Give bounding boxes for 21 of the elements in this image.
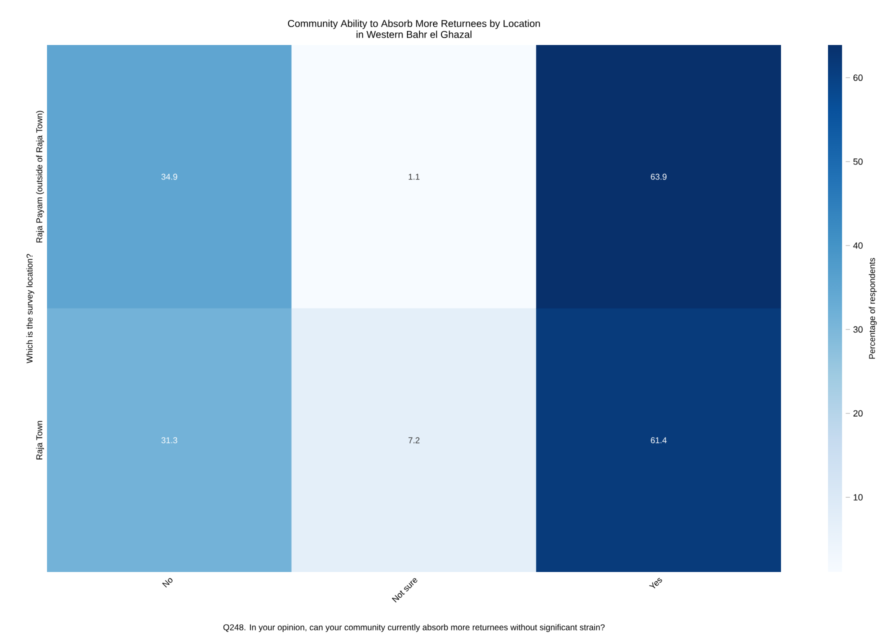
color-bar-label: 60 — [853, 74, 863, 81]
data-label: 31.3 — [161, 437, 178, 444]
y-tick-label: Raja Payam (outside of Raja Town) — [36, 110, 44, 242]
chart-title: Community Ability to Absorb More Returnees by Location in Western Bahr el Ghazal — [288, 20, 540, 38]
color-bar-label: 40 — [853, 242, 863, 249]
color-bar-label: 10 — [854, 494, 863, 500]
color-bar-label: 30 — [853, 326, 863, 333]
data-label: 63.9 — [650, 174, 667, 180]
x-tick-label: No — [162, 578, 173, 588]
data-label: 7.2 — [408, 437, 420, 444]
x-tick-label: Not sure — [392, 578, 418, 603]
x-tick-label: Yes — [649, 578, 662, 588]
color-bar-label: 50 — [853, 158, 863, 165]
x-axis-title: Q248. In your opinion, can your community currently absorb more returnees without significant strain? — [223, 624, 605, 632]
data-label: 1.1 — [408, 174, 420, 180]
y-tick-label: Raja Town — [36, 421, 44, 460]
data-label: 61.4 — [650, 437, 667, 444]
color-bar-title: Percentage of respondents — [868, 258, 877, 359]
data-label: 34.9 — [161, 174, 178, 180]
color-bar-label: 20 — [853, 410, 863, 417]
y-axis-title: Which is the survey location? — [26, 254, 34, 364]
